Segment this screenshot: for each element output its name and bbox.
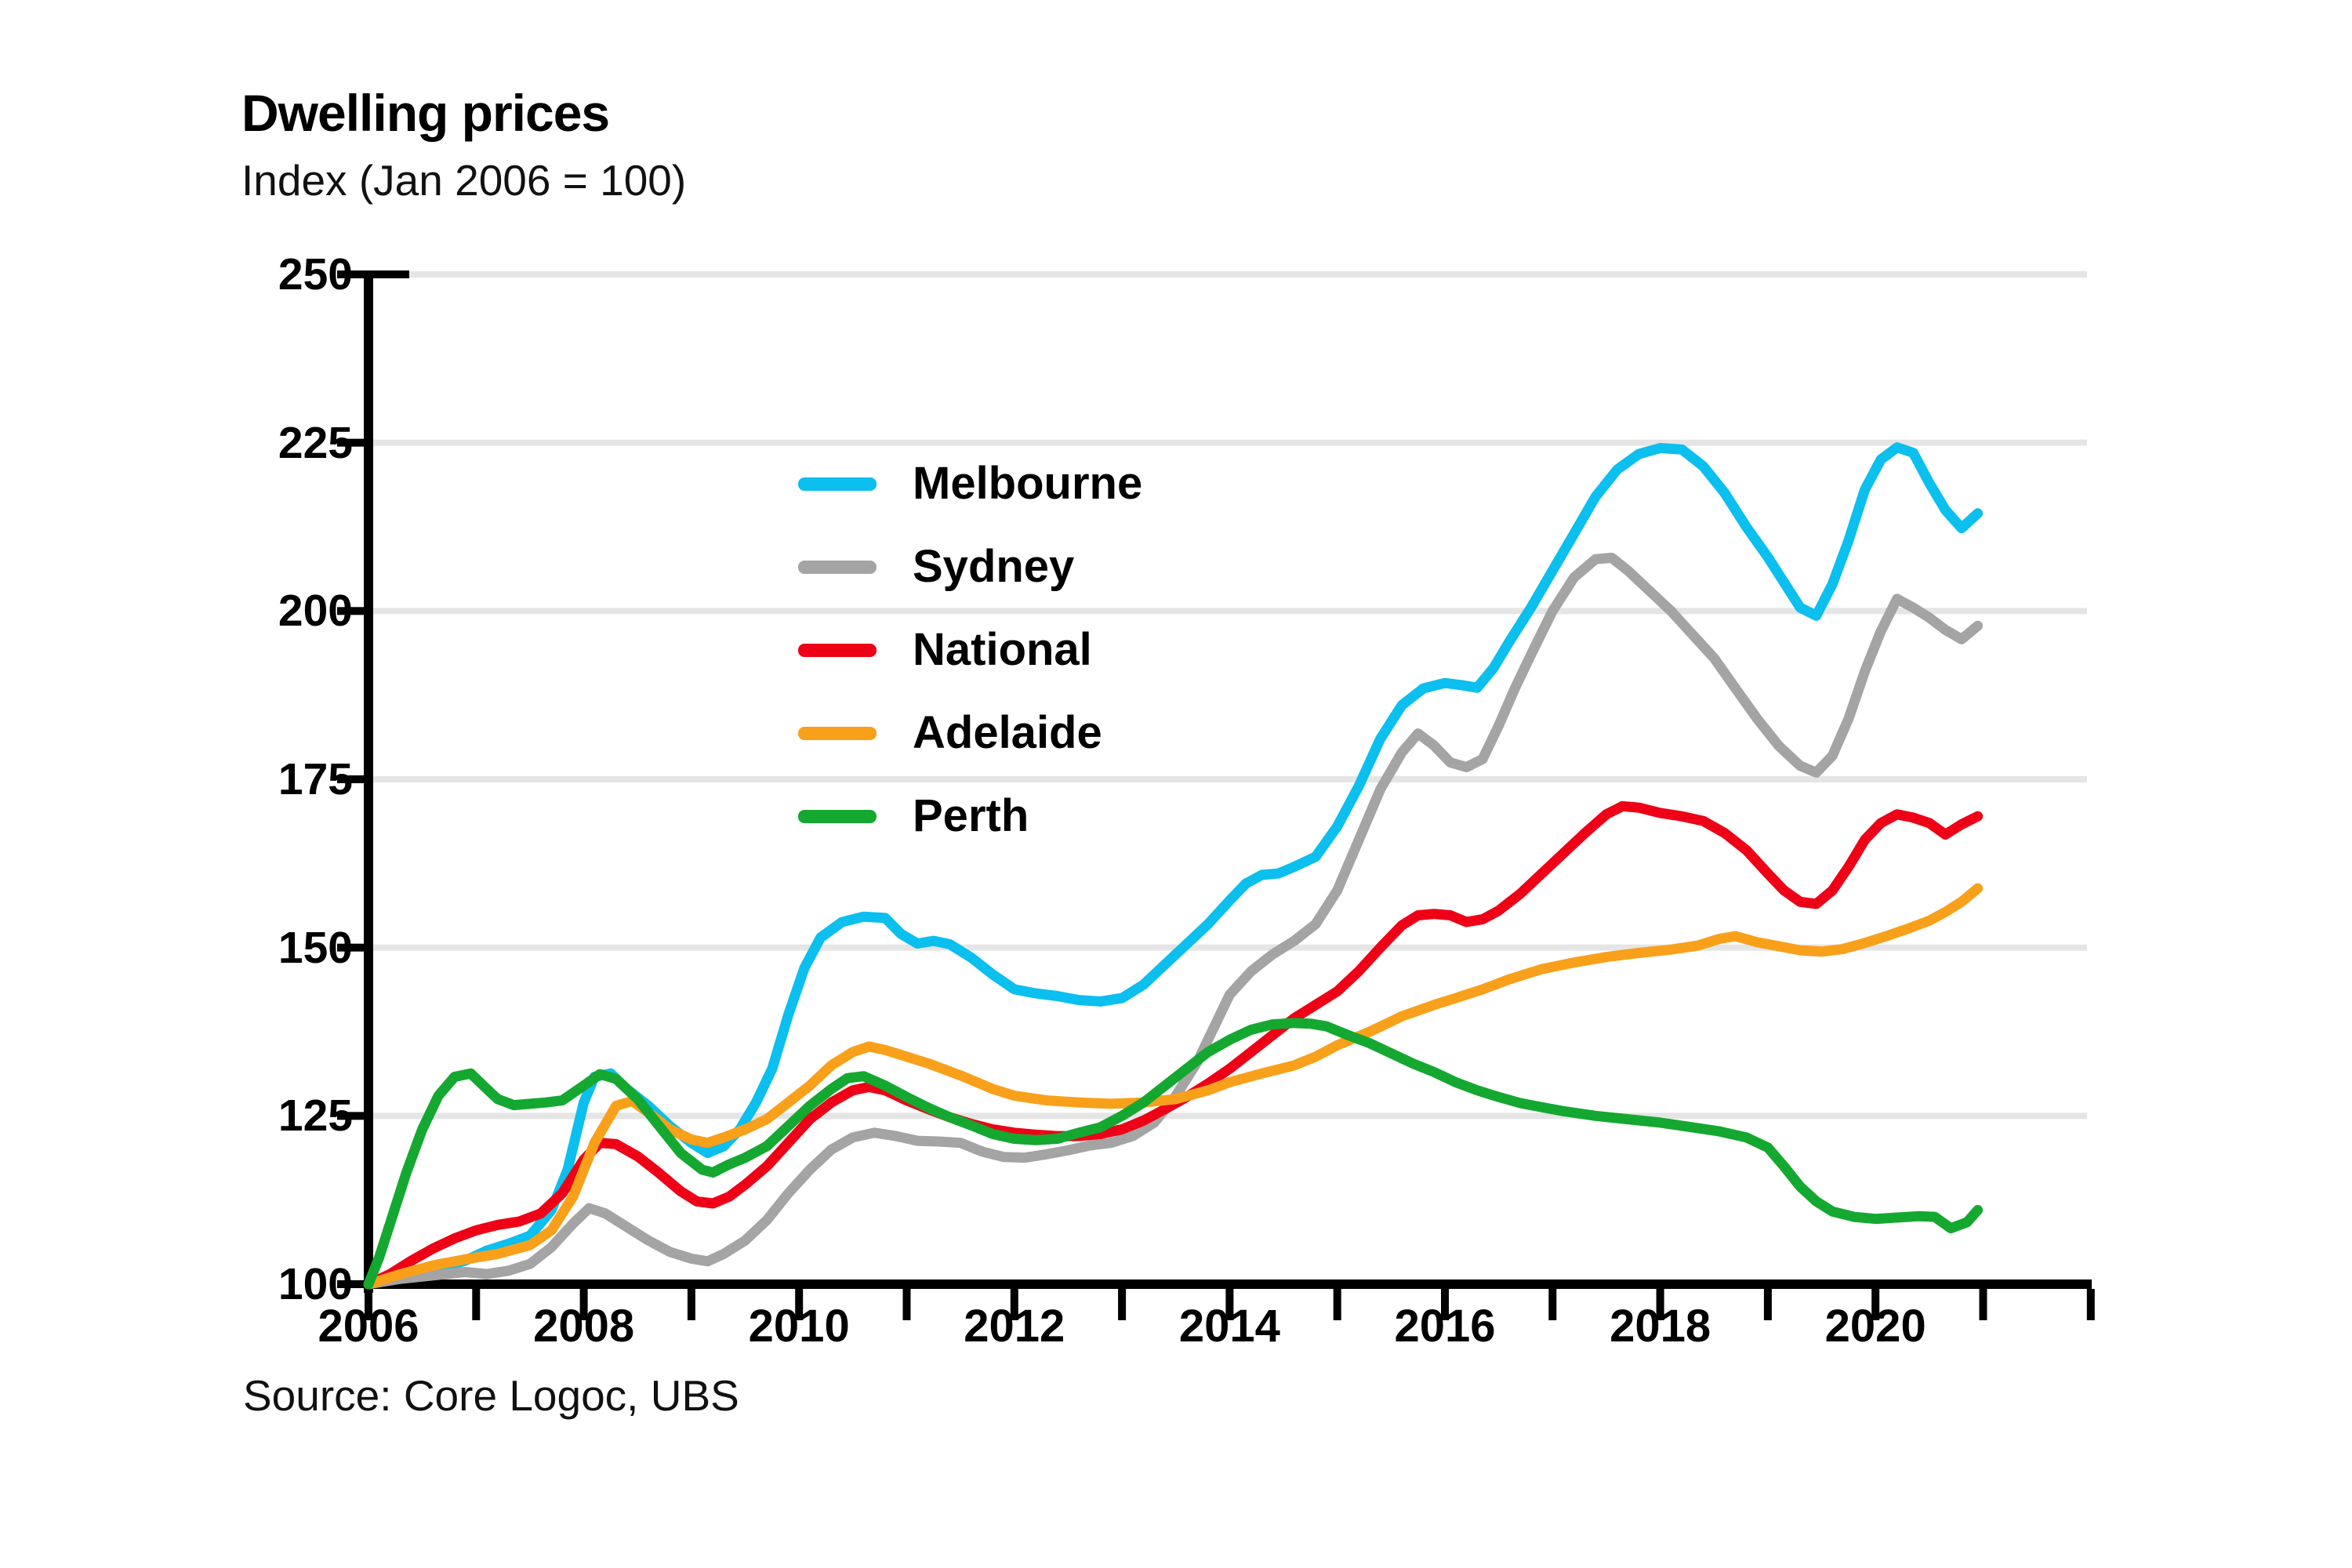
gridline-225 xyxy=(373,439,2087,446)
x-tick-2020 xyxy=(1871,1289,1880,1320)
y-tick-label-225: 225 xyxy=(278,417,353,468)
y-tick-label-175: 175 xyxy=(278,754,353,804)
x-tick-2021 xyxy=(1979,1289,1987,1320)
legend-label: Adelaide xyxy=(913,707,1102,758)
x-tick-2015 xyxy=(1333,1289,1341,1320)
chart-title: Dwelling prices xyxy=(241,84,610,142)
x-tick-label-2010: 2010 xyxy=(748,1301,850,1352)
x-tick-2006 xyxy=(365,1289,372,1320)
legend-item-sydney: Sydney xyxy=(798,539,1347,594)
x-tick-2010 xyxy=(795,1289,804,1320)
y-tick-label-150: 150 xyxy=(278,922,353,973)
source-note: Source: Core Logoc, UBS xyxy=(243,1371,739,1420)
x-tick-label-2020: 2020 xyxy=(1824,1301,1926,1352)
x-tick-2007 xyxy=(472,1289,481,1320)
gridline-150 xyxy=(373,944,2087,951)
y-axis-top-cap xyxy=(373,270,409,278)
y-tick-125 xyxy=(337,1112,364,1120)
chart-subtitle: Index (Jan 2006 = 100) xyxy=(241,156,687,205)
legend-label: Sydney xyxy=(913,541,1075,592)
x-axis-line xyxy=(364,1279,2092,1289)
perth-line-swatch xyxy=(798,810,877,823)
x-tick-2008 xyxy=(579,1289,588,1320)
y-tick-250 xyxy=(337,270,364,278)
y-tick-150 xyxy=(337,943,364,952)
y-tick-100 xyxy=(337,1280,364,1288)
legend-label: Perth xyxy=(913,790,1029,841)
gridline-200 xyxy=(373,608,2087,615)
sydney-line-swatch xyxy=(798,561,877,574)
y-tick-175 xyxy=(337,775,364,783)
series-line-perth xyxy=(363,1018,1984,1290)
legend-item-adelaide: Adelaide xyxy=(798,706,1347,760)
x-tick-label-2006: 2006 xyxy=(318,1301,419,1352)
x-tick-2013 xyxy=(1118,1289,1127,1320)
y-tick-label-200: 200 xyxy=(278,586,353,637)
legend-label: Melbourne xyxy=(913,458,1143,509)
x-tick-2011 xyxy=(902,1289,911,1320)
series-line-national xyxy=(363,800,1984,1290)
x-tick-2014 xyxy=(1225,1289,1234,1320)
y-tick-label-100: 100 xyxy=(278,1259,353,1309)
melbourne-line-swatch xyxy=(798,477,877,491)
y-tick-225 xyxy=(337,438,364,447)
x-tick-2016 xyxy=(1441,1289,1449,1320)
gridline-125 xyxy=(373,1112,2087,1120)
y-tick-label-125: 125 xyxy=(278,1091,353,1142)
x-tick-label-2012: 2012 xyxy=(964,1301,1065,1352)
adelaide-line-swatch xyxy=(798,727,877,740)
legend-item-perth: Perth xyxy=(798,789,1347,844)
y-axis-line xyxy=(364,270,373,1293)
legend-item-melbourne: Melbourne xyxy=(798,456,1347,511)
national-line-swatch xyxy=(798,644,877,657)
x-tick-2012 xyxy=(1010,1289,1018,1320)
x-tick-label-2008: 2008 xyxy=(533,1301,635,1352)
x-tick-2019 xyxy=(1763,1289,1772,1320)
legend-item-national: National xyxy=(798,622,1347,677)
x-tick-label-2016: 2016 xyxy=(1394,1301,1496,1352)
x-tick-label-2018: 2018 xyxy=(1610,1301,1711,1352)
legend-label: National xyxy=(913,624,1092,675)
gridline-175 xyxy=(373,776,2087,782)
x-tick-label-2014: 2014 xyxy=(1178,1301,1280,1352)
series-line-sydney xyxy=(363,553,1984,1290)
x-tick-2018 xyxy=(1656,1289,1664,1320)
x-tick-2022 xyxy=(2086,1289,2095,1320)
y-tick-label-250: 250 xyxy=(278,249,353,299)
gridline-250 xyxy=(373,271,2087,278)
x-tick-2017 xyxy=(1548,1289,1557,1320)
y-tick-200 xyxy=(337,607,364,615)
x-tick-2009 xyxy=(687,1289,695,1320)
